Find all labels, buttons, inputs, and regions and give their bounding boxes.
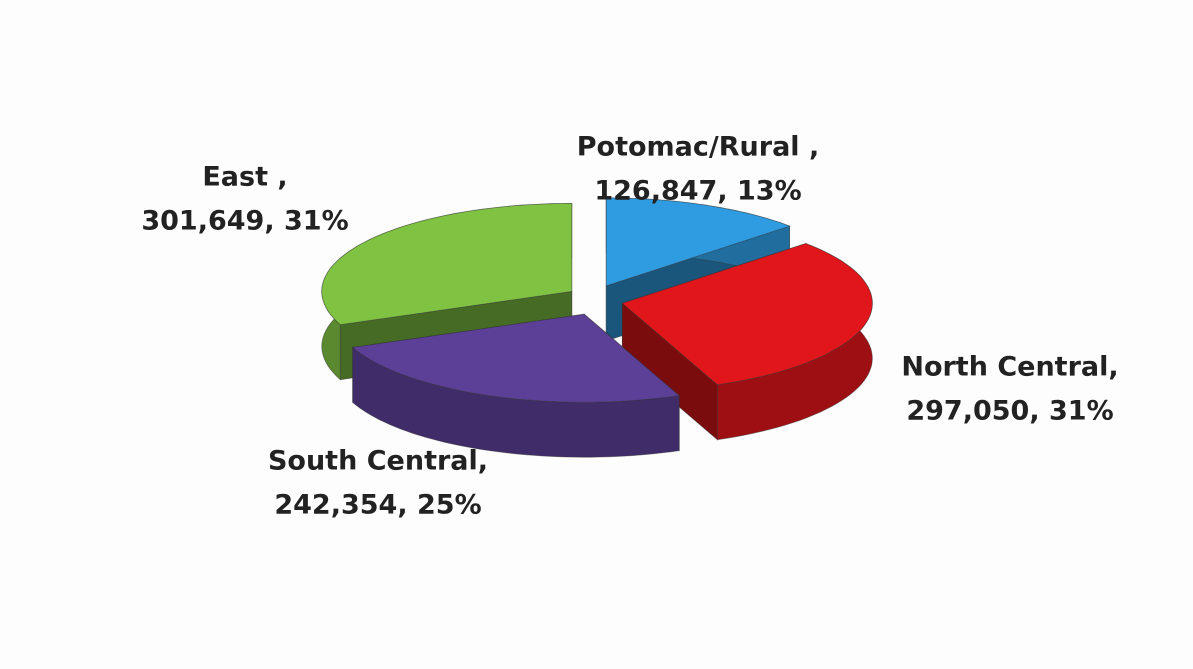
slice [351,313,681,458]
slice-top [621,243,873,386]
slice-top [321,202,573,326]
slice-label: East , [202,162,287,193]
value-label: 297,050, 31% [906,396,1113,427]
slice-label: South Central, [268,446,488,477]
value-label: 242,354, 25% [274,490,481,521]
slice [621,242,873,441]
value-label: 126,847, 13% [594,176,801,207]
slice-label: Potomac/Rural , [577,132,819,163]
value-label: 301,649, 31% [141,206,348,237]
slice-label: North Central, [901,352,1118,383]
slice-top [605,197,791,287]
slice-top [351,313,681,403]
